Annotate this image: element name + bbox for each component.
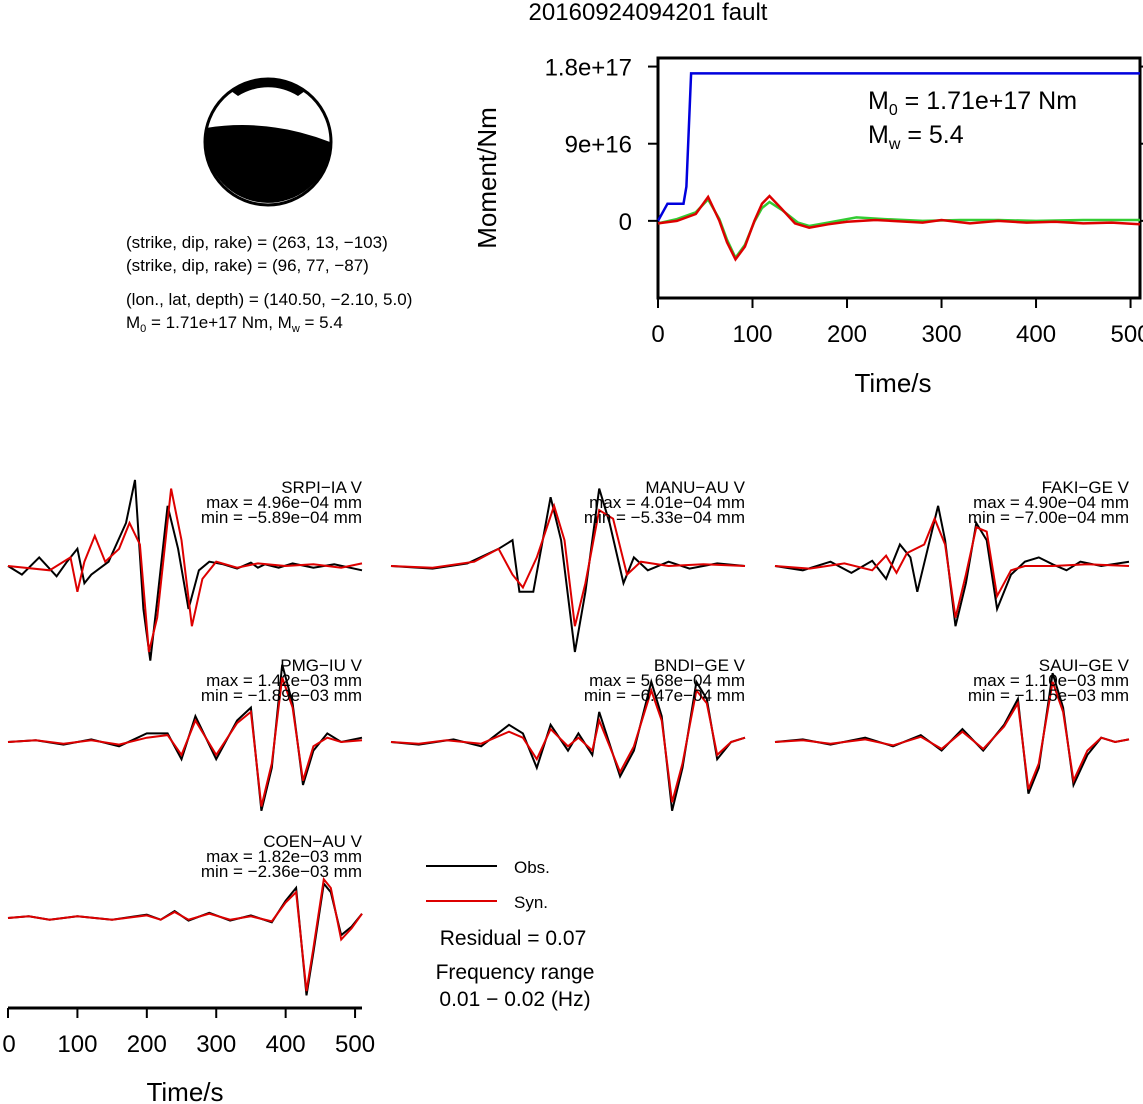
waveform-syn xyxy=(774,516,1130,618)
station-name: PMG−IU V xyxy=(280,656,362,675)
station-max: max = 4.01e−04 mm xyxy=(589,493,745,512)
station-min: min = −1.89e−03 mm xyxy=(201,686,362,705)
beachball-icon xyxy=(203,77,333,207)
moment-series-blue xyxy=(656,72,1140,222)
moment-xtick-label: 300 xyxy=(922,321,962,348)
station-name: BNDI−GE V xyxy=(654,656,746,675)
mw-annotation: Mw = 5.4 xyxy=(868,121,964,153)
waveform-obs xyxy=(390,678,746,812)
legend-obs-label: Obs. xyxy=(514,858,550,877)
moment-info: M0 = 1.71e+17 Nm, Mw = 5.4 xyxy=(126,313,343,335)
moment-xtick-label: 400 xyxy=(1016,321,1056,348)
waveform-syn xyxy=(7,677,363,807)
station-min: min = −6.47e−04 mm xyxy=(584,686,745,705)
station-min: min = −1.15e−03 mm xyxy=(968,686,1129,705)
waveform-syn xyxy=(7,488,363,653)
nodal-plane-2: (strike, dip, rake) = (96, 77, −87) xyxy=(126,256,369,275)
moment-ytick-label: 0 xyxy=(619,209,632,236)
residual-text: Residual = 0.07 xyxy=(440,927,587,950)
nodal-plane-1: (strike, dip, rake) = (263, 13, −103) xyxy=(126,233,388,252)
location-info: (lon., lat, depth) = (140.50, −2.10, 5.0… xyxy=(126,290,412,309)
station-max: max = 4.90e−04 mm xyxy=(973,493,1129,512)
frequency-range-label: Frequency range xyxy=(436,961,595,984)
frequency-range-value: 0.01 − 0.02 (Hz) xyxy=(439,988,590,1011)
legend-syn-label: Syn. xyxy=(514,893,548,912)
moment-plot: 09e+161.8e+170100200300400500 Moment/Nm … xyxy=(472,55,1143,398)
waveform-xtick-label: 100 xyxy=(57,1031,97,1058)
waveform-xtick-label: 0 xyxy=(2,1031,15,1058)
waveform-syn xyxy=(774,681,1130,790)
waveform-xtick-label: 400 xyxy=(266,1031,306,1058)
station-name: SAUI−GE V xyxy=(1039,656,1130,675)
moment-ylabel: Moment/Nm xyxy=(472,107,502,249)
station-min: min = −2.36e−03 mm xyxy=(201,862,362,881)
waveform-obs xyxy=(774,672,1130,794)
moment-xlabel: Time/s xyxy=(854,368,931,398)
station-min: min = −7.00e−04 mm xyxy=(968,508,1129,527)
waveform-syn xyxy=(390,502,746,627)
station-max: max = 4.96e−04 mm xyxy=(206,493,362,512)
station-max: max = 1.82e−03 mm xyxy=(206,847,362,866)
moment-ytick-label: 9e+16 xyxy=(565,132,632,159)
station-max: max = 1.42e−03 mm xyxy=(206,671,362,690)
waveform-syn xyxy=(7,876,363,992)
station-name: MANU−AU V xyxy=(645,478,745,497)
waveform-xtick-label: 500 xyxy=(335,1031,375,1058)
waveform-obs xyxy=(774,505,1130,627)
waveform-obs xyxy=(390,488,746,653)
moment-xtick-label: 100 xyxy=(732,321,772,348)
figure-title: 20160924094201 fault xyxy=(529,0,768,26)
moment-xtick-label: 500 xyxy=(1111,321,1143,348)
waveform-xtick-label: 300 xyxy=(196,1031,236,1058)
station-name: SRPI−IA V xyxy=(281,478,362,497)
moment-xtick-label: 200 xyxy=(827,321,867,348)
station-min: min = −5.89e−04 mm xyxy=(201,508,362,527)
waveform-syn xyxy=(390,687,746,803)
waveform-obs xyxy=(7,479,363,661)
station-name: FAKI−GE V xyxy=(1042,478,1130,497)
legend: Obs. Syn. Residual = 0.07 Frequency rang… xyxy=(426,858,594,1011)
moment-xtick-label: 0 xyxy=(651,321,664,348)
m0-annotation: M0 = 1.71e+17 Nm xyxy=(868,87,1077,119)
station-name: COEN−AU V xyxy=(263,832,362,851)
waveform-xtick-label: 200 xyxy=(127,1031,167,1058)
moment-series-red xyxy=(657,194,1141,262)
waveform-x-axis: 0 100 200 300 400 500 xyxy=(2,1006,375,1058)
station-min: min = −5.33e−04 mm xyxy=(584,508,745,527)
station-max: max = 5.68e−04 mm xyxy=(589,671,745,690)
waveform-xlabel: Time/s xyxy=(146,1077,223,1104)
moment-ytick-label: 1.8e+17 xyxy=(545,55,632,82)
station-max: max = 1.10e−03 mm xyxy=(973,671,1129,690)
moment-plot-frame xyxy=(656,56,1142,300)
